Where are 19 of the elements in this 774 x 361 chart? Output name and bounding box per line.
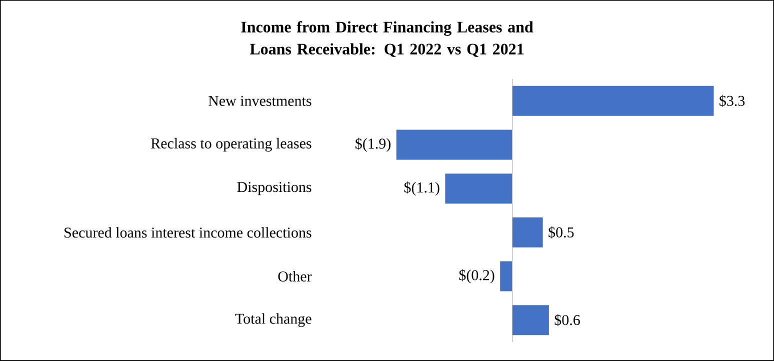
data-label: $0.5: [548, 226, 574, 238]
chart-title: Income from Direct Financing Leases and Loans Receivable: Q1 2022 vs Q1 2021: [241, 21, 534, 57]
y-tick-label: Reclass to operating leases: [151, 138, 312, 152]
bar: [500, 261, 512, 292]
data-label: $(0.2): [459, 269, 494, 284]
y-tick-label: Total change: [235, 313, 312, 327]
data-label: $0.6: [554, 314, 580, 326]
y-tick-label: Secured loans interest income collections: [64, 227, 312, 238]
bar: [512, 305, 549, 336]
data-label: $(1.1): [404, 182, 440, 196]
data-label: $(1.9): [356, 138, 390, 152]
bar: [512, 217, 543, 248]
y-tick-label: Dispositions: [237, 182, 312, 196]
y-tick-label: New investments: [208, 96, 312, 106]
bar: [445, 174, 512, 204]
bar: [512, 86, 714, 116]
data-label: $3.3: [720, 94, 745, 107]
bar: [396, 130, 512, 160]
y-tick-label: Other: [278, 270, 312, 282]
